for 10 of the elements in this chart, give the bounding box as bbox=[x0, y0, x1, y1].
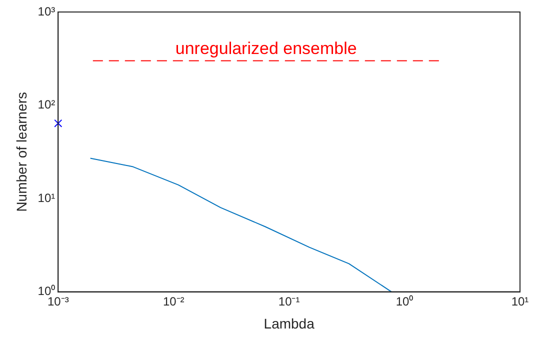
x-tick-label: 10⁻¹ bbox=[278, 294, 300, 308]
x-axis-title: Lambda bbox=[264, 315, 315, 332]
y-tick-label: 10² bbox=[38, 98, 56, 112]
y-axis-title: Number of learners bbox=[13, 92, 30, 212]
x-tick-label: 10¹ bbox=[511, 294, 529, 308]
y-tick-label: 10³ bbox=[38, 4, 56, 18]
y-tick-label: 10¹ bbox=[38, 190, 56, 205]
x-tick-label: 10⁻² bbox=[162, 294, 184, 308]
series-label: unregularized ensemble bbox=[175, 38, 357, 58]
x-tick-label: 10⁰ bbox=[396, 294, 414, 308]
